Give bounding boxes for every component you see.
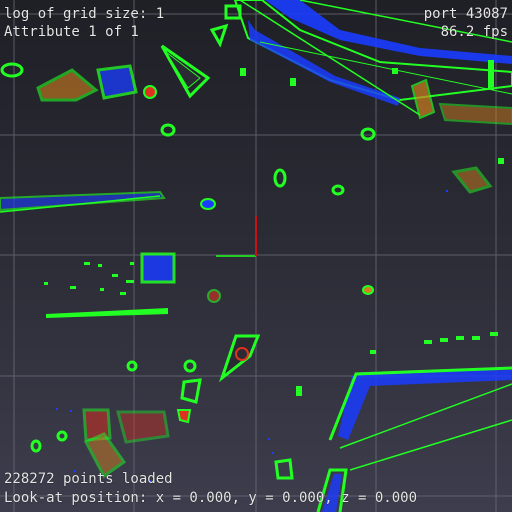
objects-top-left <box>0 4 242 137</box>
structure-lower-right <box>316 366 512 512</box>
column-right <box>410 60 512 126</box>
objects-bottom-left <box>30 359 294 480</box>
beam-left <box>0 190 216 213</box>
cone-object <box>218 334 261 383</box>
blue-specks <box>56 190 448 482</box>
origin-axes <box>216 216 257 257</box>
objects-center <box>46 127 493 318</box>
scattered-points <box>44 68 504 396</box>
wall-structure-top <box>233 0 512 116</box>
